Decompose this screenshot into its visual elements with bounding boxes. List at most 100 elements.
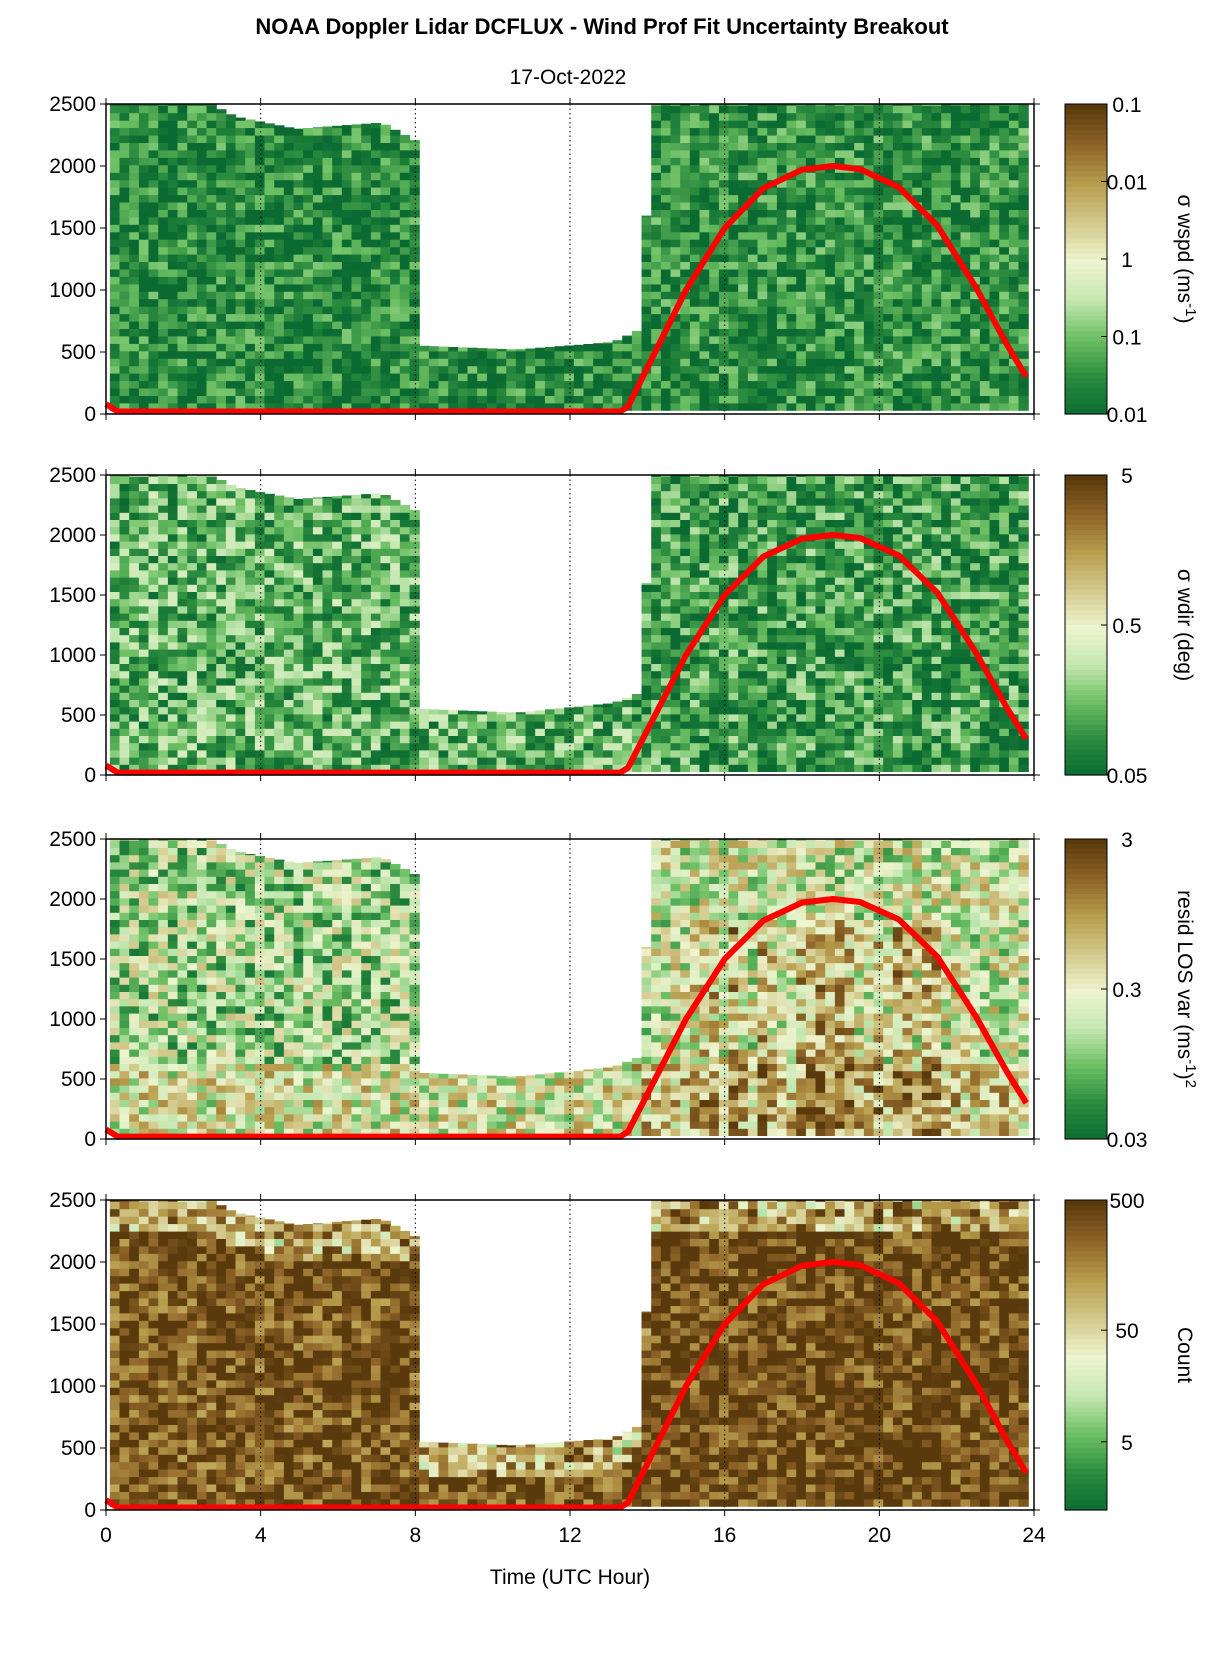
- heatmap-cell: [235, 1350, 246, 1358]
- heatmap-cell: [274, 984, 285, 992]
- heatmap-cell: [593, 1491, 604, 1500]
- heatmap-cell: [167, 1484, 179, 1492]
- heatmap-cell: [718, 1312, 730, 1321]
- heatmap-cell: [370, 1454, 382, 1463]
- heatmap-cell: [892, 1454, 904, 1463]
- heatmap-cell: [825, 1290, 836, 1299]
- heatmap-cell: [776, 1327, 788, 1336]
- heatmap-cell: [593, 1469, 604, 1478]
- heatmap-cell: [641, 1409, 652, 1418]
- heatmap-cell: [225, 1128, 237, 1136]
- heatmap-cell: [709, 861, 720, 870]
- heatmap-cell: [979, 1260, 991, 1269]
- heatmap-cell: [177, 1476, 188, 1485]
- heatmap-cell: [332, 941, 343, 949]
- heatmap-cell: [235, 1402, 246, 1411]
- heatmap-cell: [583, 1092, 594, 1100]
- heatmap-cell: [448, 1498, 459, 1507]
- heatmap-cell: [718, 1439, 730, 1448]
- heatmap-cell: [931, 1290, 942, 1299]
- heatmap-cell: [341, 1312, 353, 1321]
- heatmap-cell: [312, 1402, 324, 1411]
- heatmap-cell: [776, 1342, 788, 1351]
- heatmap-cell: [177, 1417, 188, 1425]
- heatmap-cell: [912, 1357, 923, 1366]
- heatmap-cell: [554, 1077, 565, 1086]
- heatmap-cell: [177, 1268, 188, 1277]
- heatmap-cell: [660, 1077, 672, 1086]
- heatmap-cell: [979, 1491, 991, 1500]
- heatmap-cell: [158, 991, 169, 1000]
- heatmap-cell: [158, 1260, 169, 1269]
- heatmap-cell: [390, 1085, 401, 1093]
- heatmap-cell: [834, 1200, 846, 1202]
- heatmap-cell: [390, 1431, 401, 1440]
- heatmap-cell: [187, 1063, 198, 1072]
- heatmap-cell: [196, 1454, 208, 1463]
- heatmap-cell: [235, 991, 246, 1000]
- heatmap-cell: [815, 1350, 826, 1358]
- heatmap-cell: [361, 876, 372, 884]
- heatmap-cell: [187, 883, 198, 892]
- heatmap-cell: [718, 1238, 730, 1247]
- heatmap-cell: [399, 926, 411, 935]
- heatmap-cell: [796, 1364, 807, 1373]
- heatmap-cell: [167, 1327, 179, 1336]
- heatmap-cell: [293, 912, 304, 920]
- heatmap-cell: [370, 1320, 382, 1329]
- heatmap-cell: [264, 1498, 275, 1507]
- heatmap-cell: [167, 1238, 179, 1247]
- heatmap-cell: [196, 1260, 208, 1269]
- heatmap-cell: [167, 1113, 179, 1122]
- heatmap-cell: [680, 1469, 691, 1478]
- heatmap-cell: [535, 1099, 546, 1108]
- heatmap-cell: [399, 1424, 411, 1433]
- heatmap-cell: [1008, 1431, 1020, 1440]
- heatmap-cell: [351, 998, 362, 1007]
- heatmap-cell: [167, 1372, 179, 1381]
- heatmap-cell: [1018, 1372, 1029, 1381]
- heatmap-cell: [119, 1238, 130, 1247]
- heatmap-cell: [322, 1077, 333, 1086]
- heatmap-cell: [564, 1099, 575, 1108]
- heatmap-cell: [109, 1298, 121, 1306]
- heatmap-cell: [515, 1099, 527, 1108]
- heatmap-cell: [844, 1305, 855, 1314]
- heatmap-cell: [148, 1409, 159, 1418]
- heatmap-cell: [216, 1077, 227, 1086]
- heatmap-cell: [254, 926, 266, 935]
- heatmap-cell: [370, 1020, 382, 1028]
- heatmap-cell: [912, 1268, 923, 1277]
- heatmap-cell: [1008, 1484, 1020, 1492]
- heatmap-cell: [709, 1085, 720, 1093]
- heatmap-cell: [158, 1394, 169, 1403]
- heatmap-cell: [689, 1238, 701, 1247]
- heatmap-cell: [158, 861, 169, 870]
- heatmap-cell: [525, 1113, 536, 1122]
- heatmap-cell: [187, 1216, 198, 1225]
- heatmap-cell: [757, 1201, 768, 1210]
- heatmap-cell: [680, 1041, 691, 1050]
- heatmap-cell: [196, 883, 208, 892]
- heatmap-cell: [109, 1417, 121, 1425]
- heatmap-cell: [477, 1469, 488, 1478]
- heatmap-cell: [390, 998, 401, 1007]
- heatmap-cell: [216, 1350, 227, 1358]
- heatmap-cell: [274, 1077, 285, 1086]
- heatmap-cell: [361, 1283, 372, 1292]
- heatmap-cell: [312, 1446, 324, 1455]
- heatmap-cell: [235, 941, 246, 949]
- heatmap-cell: [834, 1350, 846, 1358]
- heatmap-cell: [467, 1106, 478, 1115]
- heatmap-cell: [873, 1298, 884, 1306]
- heatmap-cell: [293, 1439, 304, 1448]
- heatmap-cell: [254, 1357, 266, 1366]
- heatmap-cell: [109, 991, 121, 1000]
- heatmap-cell: [206, 1476, 217, 1485]
- heatmap-cell: [670, 919, 681, 928]
- heatmap-cell: [303, 977, 314, 985]
- heatmap-cell: [351, 1446, 362, 1455]
- heatmap-cell: [303, 1128, 314, 1136]
- heatmap-cell: [941, 1439, 952, 1448]
- heatmap-cell: [245, 1298, 256, 1306]
